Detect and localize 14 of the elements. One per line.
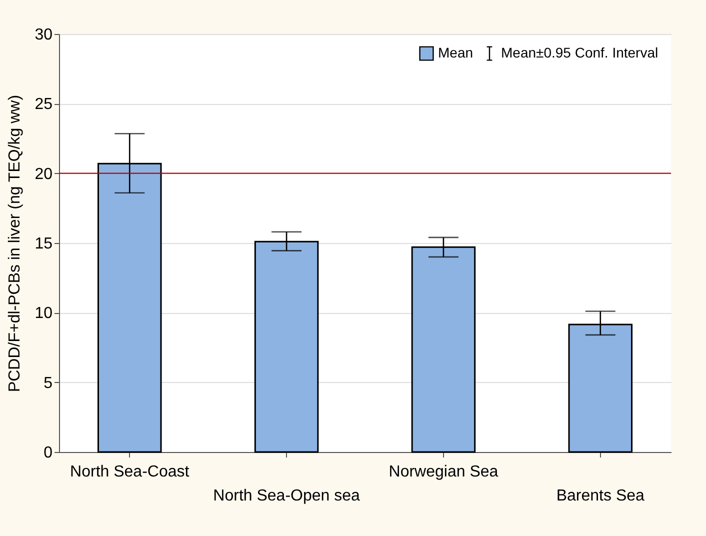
y-tick-label: 15: [34, 236, 53, 252]
x-tick-label: North Sea-Open sea: [213, 488, 360, 504]
legend-label: Mean: [438, 44, 474, 60]
y-tick-label: 30: [34, 26, 53, 44]
y-tick-label: 20: [34, 166, 53, 183]
y-tick-label: 5: [44, 374, 53, 392]
annotation: Mean±0.95 Conf. Interval: [501, 44, 658, 60]
y-tick-label: 0: [44, 444, 53, 462]
y-tick-label: 10: [34, 305, 53, 322]
x-tick-label: North Sea-Coast: [70, 464, 190, 480]
x-tick-label: Norwegian Sea: [388, 464, 498, 480]
x-tick-label: Barents Sea: [556, 488, 645, 504]
y-tick-label: 25: [34, 96, 53, 114]
y-axis-title: PCDD/F+dl-PCBs in liver (ng TEQ/kg ww): [6, 94, 24, 392]
